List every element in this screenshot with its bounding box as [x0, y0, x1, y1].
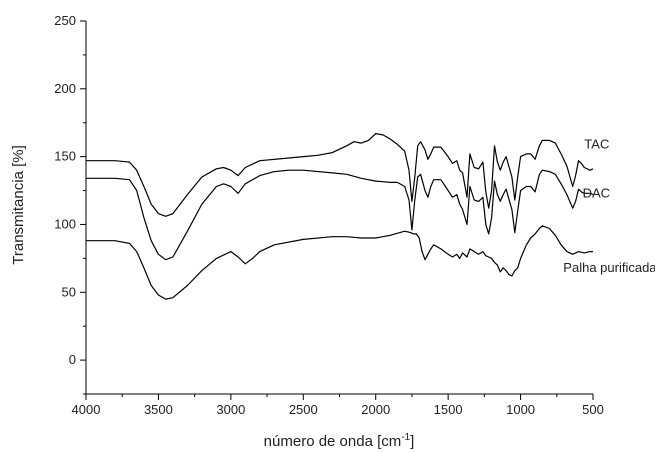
tick-labels: 0 50 100 150 200 250 4000 3500 3000 2500 2000 1500 1…	[54, 13, 604, 417]
x-tick-label: 3000	[216, 402, 245, 417]
series-line-tac	[86, 133, 594, 217]
x-axis-title: número de onda [cm-1]	[264, 432, 415, 450]
series-lines	[86, 133, 594, 300]
series-line-dac	[86, 169, 594, 261]
y-tick-label: 0	[69, 352, 76, 367]
x-tick-label: 4000	[72, 402, 101, 417]
x-tick-label: 3500	[144, 402, 173, 417]
series-line-palha-purificada	[86, 225, 593, 300]
y-tick-label: 200	[54, 81, 76, 96]
axes	[85, 21, 593, 395]
x-axis-title-sup: -1	[401, 432, 410, 443]
series-label: Palha purificada	[563, 260, 655, 275]
series-label: DAC	[583, 185, 610, 200]
y-tick-label: 250	[54, 13, 76, 28]
x-axis-title-main: número de onda [cm	[264, 433, 402, 450]
x-tick-label: 1000	[506, 402, 535, 417]
x-axis-title-close: ]	[410, 433, 414, 450]
x-tick-label: 2000	[361, 402, 390, 417]
x-tick-label: 2500	[289, 402, 318, 417]
series-labels: TAC DAC Palha purificada	[563, 136, 655, 274]
y-tick-label: 50	[62, 284, 76, 299]
tick-marks	[80, 20, 594, 400]
y-axis-title: Transmitancia [%]	[10, 145, 27, 264]
series-label: TAC	[584, 136, 609, 151]
y-tick-label: 100	[54, 216, 76, 231]
y-tick-label: 150	[54, 149, 76, 164]
x-tick-label: 1500	[434, 402, 463, 417]
x-tick-label: 500	[582, 402, 604, 417]
